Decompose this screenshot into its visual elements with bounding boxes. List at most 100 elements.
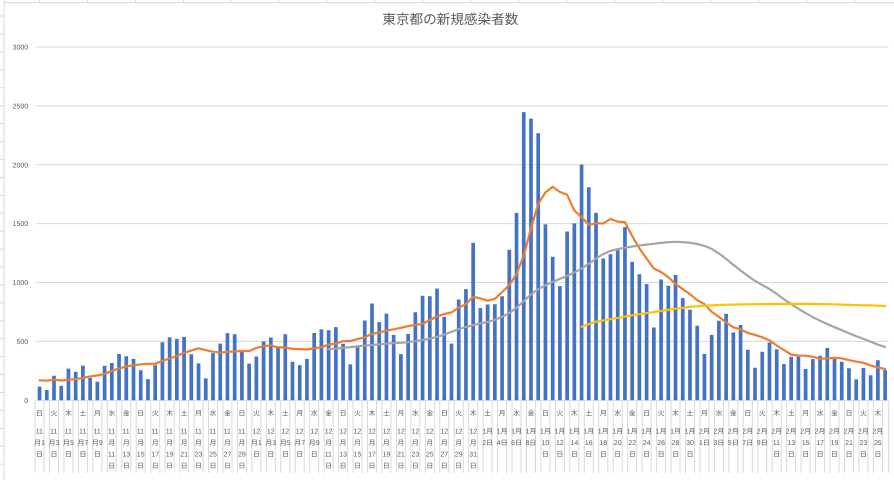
svg-text:1: 1: [569, 429, 573, 436]
svg-text:1500: 1500: [13, 221, 29, 228]
svg-text:11: 11: [108, 429, 115, 436]
svg-text:2500: 2500: [13, 103, 29, 110]
svg-text:14: 14: [571, 440, 579, 447]
svg-text:12: 12: [455, 429, 463, 436]
svg-text:3: 3: [713, 440, 717, 447]
svg-text:5: 5: [728, 440, 732, 447]
svg-text:3: 3: [272, 440, 276, 447]
svg-text:0: 0: [24, 398, 28, 405]
svg-text:12: 12: [397, 429, 405, 436]
svg-text:12: 12: [368, 429, 376, 436]
svg-text:22: 22: [628, 440, 636, 447]
svg-text:11: 11: [137, 429, 144, 436]
svg-text:17: 17: [151, 452, 159, 459]
svg-text:19: 19: [166, 452, 174, 459]
svg-text:1: 1: [511, 429, 515, 436]
svg-text:19: 19: [831, 440, 839, 447]
svg-text:2: 2: [728, 429, 732, 436]
svg-text:13: 13: [339, 452, 347, 459]
svg-text:21: 21: [397, 452, 405, 459]
svg-text:31: 31: [469, 452, 477, 459]
svg-text:11: 11: [224, 429, 231, 436]
svg-text:2: 2: [713, 429, 717, 436]
svg-text:12: 12: [556, 440, 564, 447]
svg-text:21: 21: [845, 440, 853, 447]
svg-text:19: 19: [383, 452, 391, 459]
svg-text:11: 11: [773, 440, 780, 447]
svg-text:12: 12: [310, 429, 318, 436]
svg-text:1: 1: [540, 429, 544, 436]
svg-text:1: 1: [641, 429, 645, 436]
svg-text:28: 28: [672, 440, 680, 447]
svg-text:7: 7: [742, 440, 746, 447]
svg-text:12: 12: [339, 429, 347, 436]
svg-text:12: 12: [281, 429, 289, 436]
svg-text:2: 2: [815, 429, 819, 436]
svg-text:11: 11: [325, 452, 332, 459]
svg-text:23: 23: [412, 452, 420, 459]
svg-text:9: 9: [316, 440, 320, 447]
svg-text:1: 1: [583, 429, 587, 436]
svg-text:20: 20: [614, 440, 622, 447]
svg-text:29: 29: [238, 452, 246, 459]
svg-text:17: 17: [368, 452, 376, 459]
svg-text:12: 12: [412, 429, 420, 436]
svg-text:1: 1: [656, 429, 660, 436]
svg-text:1: 1: [685, 429, 689, 436]
svg-text:1: 1: [497, 429, 501, 436]
svg-text:25: 25: [426, 452, 434, 459]
svg-text:3: 3: [56, 440, 60, 447]
svg-text:12: 12: [325, 429, 333, 436]
svg-text:11: 11: [238, 429, 245, 436]
svg-text:11: 11: [50, 429, 57, 436]
svg-text:1: 1: [627, 429, 631, 436]
svg-text:27: 27: [224, 452, 232, 459]
svg-text:5: 5: [70, 440, 74, 447]
svg-text:15: 15: [137, 452, 145, 459]
svg-text:30: 30: [686, 440, 694, 447]
svg-text:1: 1: [598, 429, 602, 436]
svg-text:13: 13: [787, 440, 795, 447]
svg-text:25: 25: [209, 452, 217, 459]
svg-text:8: 8: [526, 440, 530, 447]
svg-text:2: 2: [872, 429, 876, 436]
svg-text:11: 11: [166, 429, 173, 436]
svg-text:4: 4: [497, 440, 501, 447]
svg-text:12: 12: [440, 429, 448, 436]
svg-text:15: 15: [802, 440, 810, 447]
svg-text:2: 2: [742, 429, 746, 436]
svg-text:2: 2: [482, 440, 486, 447]
svg-text:15: 15: [354, 452, 362, 459]
svg-text:2: 2: [800, 429, 804, 436]
svg-text:12: 12: [383, 429, 391, 436]
svg-text:1: 1: [554, 429, 558, 436]
svg-text:11: 11: [209, 429, 216, 436]
svg-text:11: 11: [122, 429, 129, 436]
svg-text:2: 2: [829, 429, 833, 436]
svg-text:11: 11: [195, 429, 202, 436]
svg-text:1: 1: [612, 429, 616, 436]
svg-text:7: 7: [85, 440, 89, 447]
svg-text:2: 2: [858, 429, 862, 436]
svg-text:12: 12: [253, 429, 261, 436]
svg-text:13: 13: [122, 452, 130, 459]
svg-text:2: 2: [757, 429, 761, 436]
svg-text:2000: 2000: [13, 162, 29, 169]
svg-text:7: 7: [301, 440, 305, 447]
svg-text:12: 12: [426, 429, 434, 436]
svg-text:11: 11: [151, 429, 158, 436]
svg-text:25: 25: [874, 440, 882, 447]
svg-text:11: 11: [94, 429, 101, 436]
svg-text:9: 9: [757, 440, 761, 447]
svg-text:10: 10: [542, 440, 550, 447]
svg-text:1000: 1000: [13, 280, 29, 287]
svg-text:12: 12: [267, 429, 275, 436]
svg-text:1: 1: [526, 429, 530, 436]
svg-text:26: 26: [657, 440, 665, 447]
svg-text:5: 5: [287, 440, 291, 447]
svg-text:9: 9: [99, 440, 103, 447]
svg-text:23: 23: [860, 440, 868, 447]
svg-text:2: 2: [844, 429, 848, 436]
svg-text:12: 12: [354, 429, 362, 436]
svg-text:500: 500: [17, 339, 29, 346]
